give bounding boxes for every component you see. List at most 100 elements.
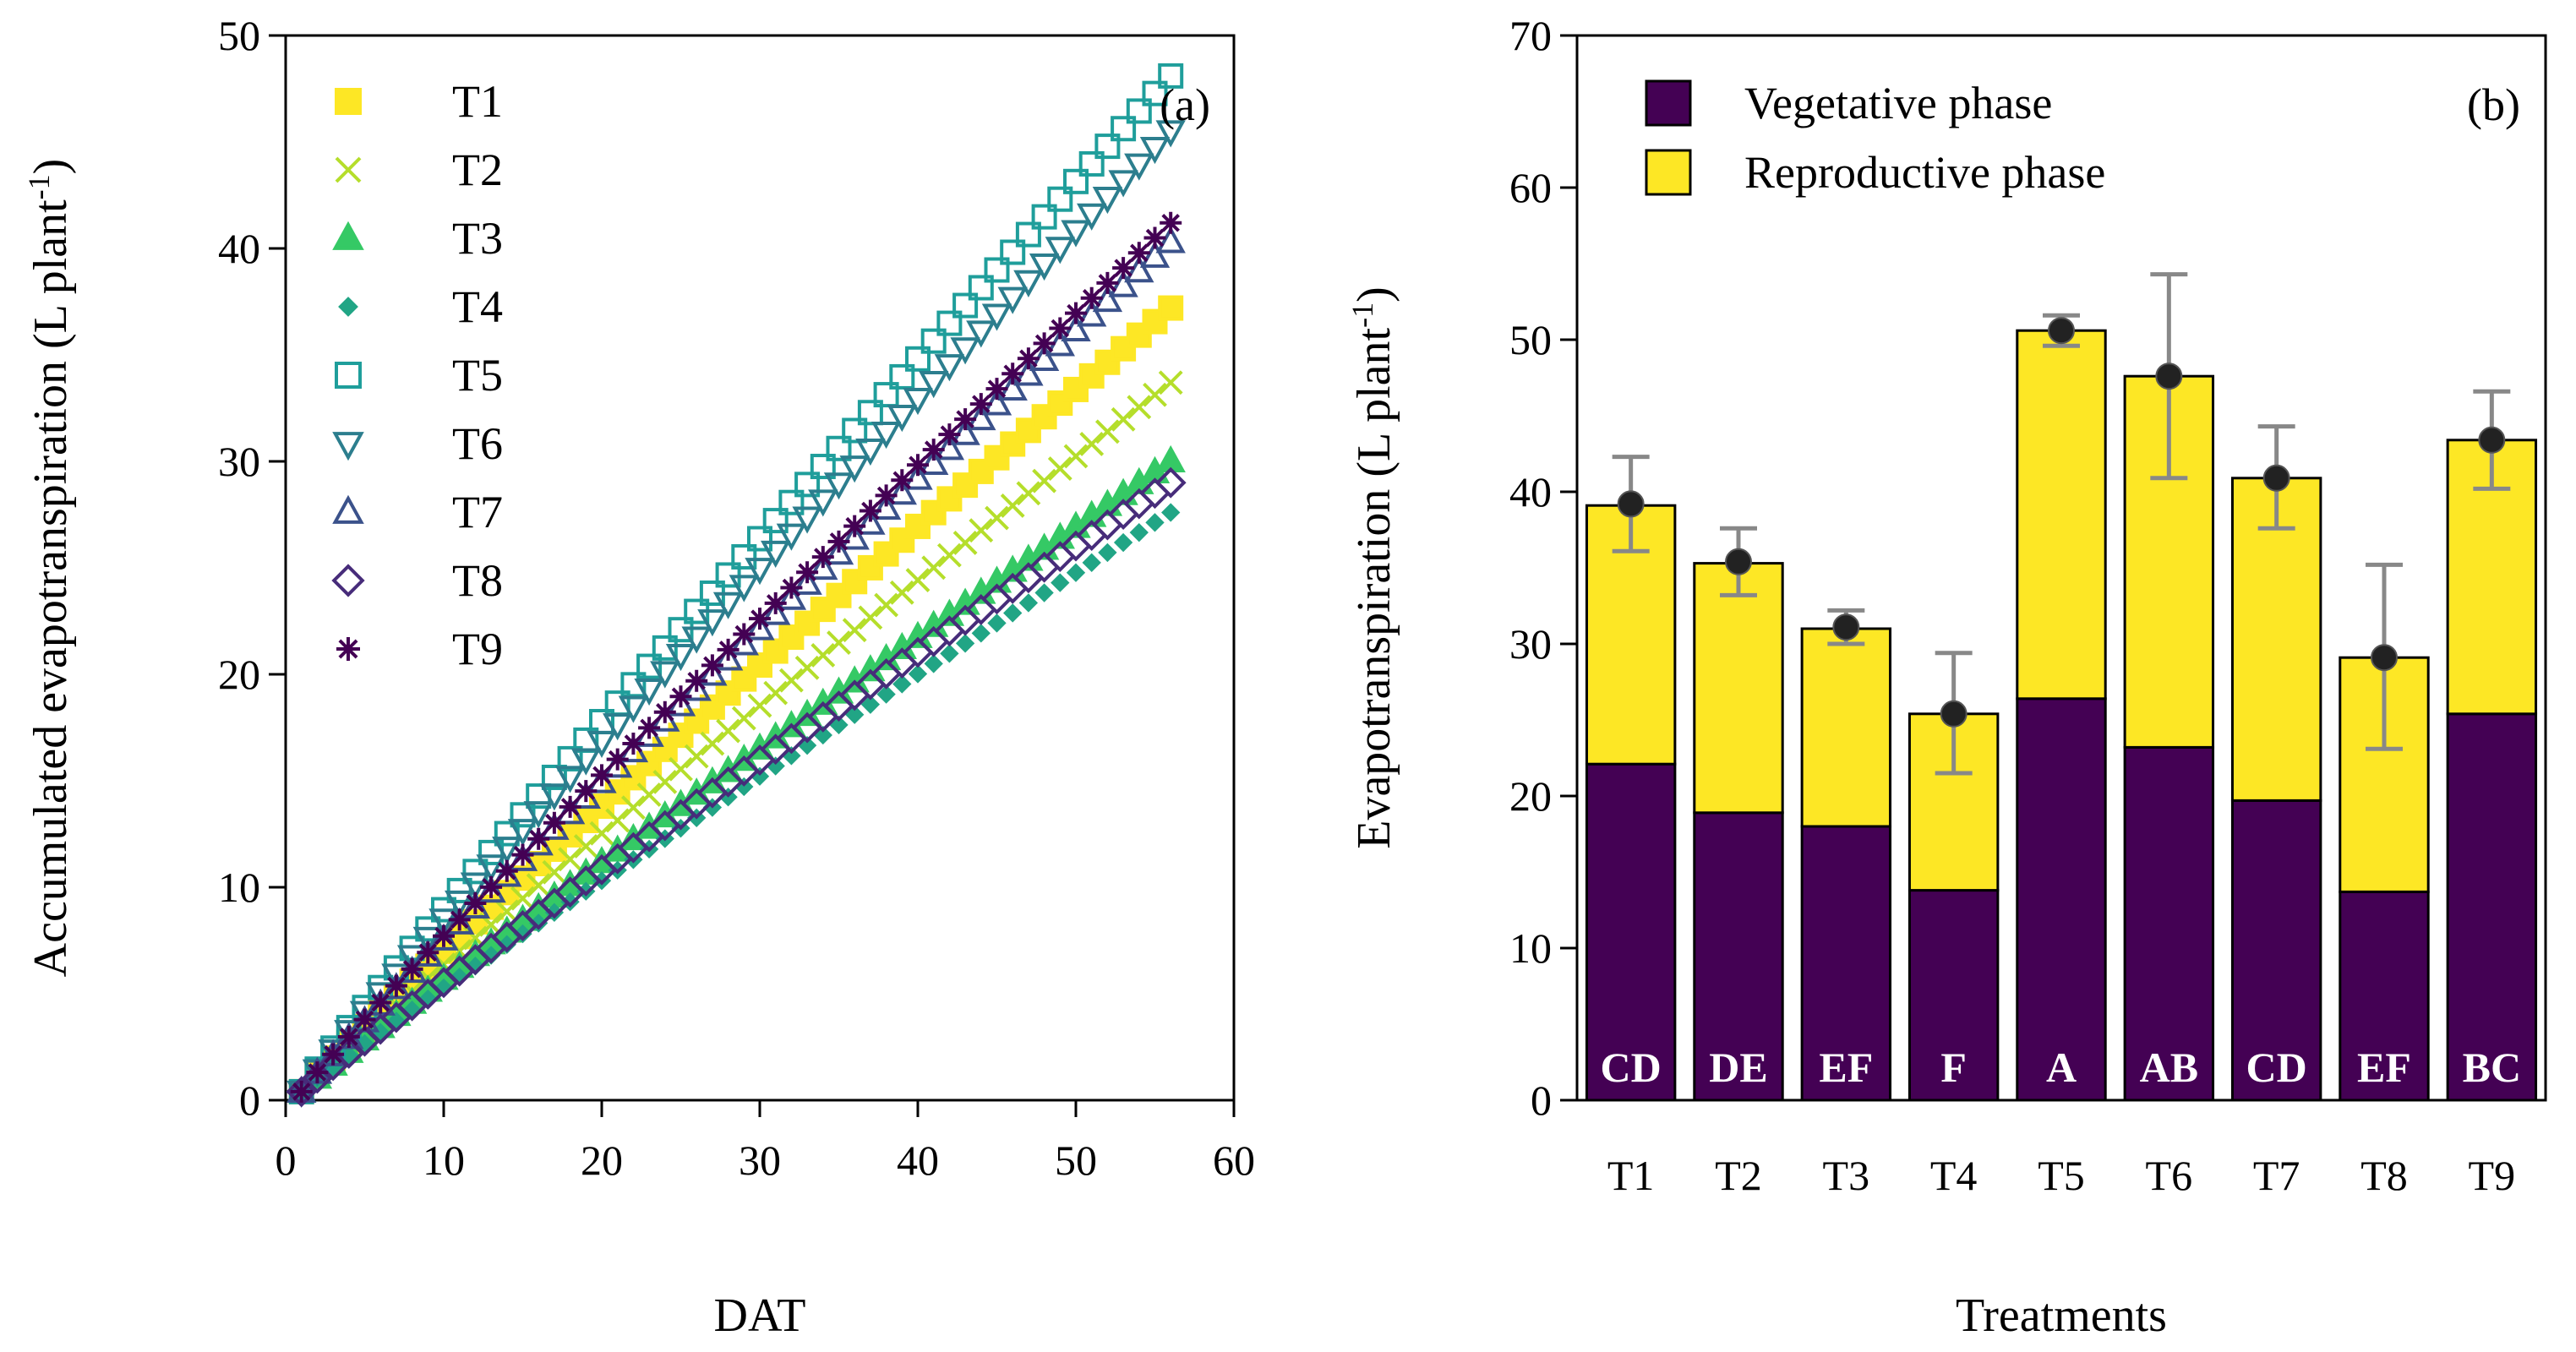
data-point-t2 — [684, 744, 709, 769]
bar-t7-vegetative — [2230, 799, 2322, 1102]
data-point-t6 — [618, 695, 649, 723]
data-point-t9 — [1143, 226, 1166, 249]
data-point-t7 — [776, 582, 807, 610]
data-point-t6 — [950, 337, 980, 365]
data-point-t9 — [827, 530, 850, 553]
panel-b-x-tick-label: T7 — [2253, 1152, 2300, 1199]
data-point-t9 — [1096, 271, 1119, 294]
data-point-t2 — [669, 756, 693, 782]
panel-b-y-axis-title: Evapotranspiration (L plant-1) — [1345, 286, 1400, 849]
data-point-t6 — [1155, 120, 1186, 148]
data-point-t5 — [557, 745, 583, 771]
data-point-t9 — [843, 515, 866, 537]
significance-letter: EF — [2357, 1044, 2411, 1091]
data-point-t6 — [697, 609, 728, 637]
data-point-t2 — [969, 518, 994, 543]
data-point-t1 — [920, 499, 947, 526]
data-point-t5 — [1047, 186, 1073, 212]
mean-point — [1617, 490, 1645, 518]
data-point-t5 — [905, 346, 931, 372]
data-point-t6 — [570, 748, 601, 776]
data-point-t2 — [905, 568, 931, 592]
data-point-t5 — [810, 454, 836, 480]
data-point-t1 — [810, 597, 836, 623]
data-point-t4 — [908, 664, 928, 684]
data-point-t6 — [934, 354, 965, 382]
data-point-t5 — [636, 653, 663, 679]
data-point-t6 — [1077, 203, 1107, 231]
data-point-t2 — [763, 680, 789, 706]
data-point-t6 — [839, 455, 870, 483]
data-point-t7 — [1139, 240, 1171, 268]
data-point-t5 — [889, 363, 915, 390]
data-point-t6 — [903, 388, 933, 416]
data-point-t6 — [729, 575, 759, 602]
panel-a-y-tick-label: 50 — [218, 12, 260, 59]
panel-b-x-tick-label: T3 — [1823, 1152, 1870, 1199]
data-point-t2 — [874, 592, 899, 618]
legend-marker-t6 — [332, 432, 364, 461]
legend-marker-t2 — [335, 156, 362, 183]
data-point-t2 — [605, 808, 630, 833]
panel-b-x-tick-label: T6 — [2146, 1152, 2193, 1199]
panel-a-y-tick-label: 10 — [218, 864, 260, 911]
data-point-t2 — [794, 655, 820, 680]
data-point-t9 — [954, 408, 977, 431]
data-point-t1 — [1047, 390, 1073, 417]
data-point-t6 — [603, 713, 633, 741]
panel-a-legend: T1 T2 T3 T4 T5 T6 T7 T8 T9 — [331, 76, 503, 674]
data-point-t7 — [445, 907, 475, 935]
data-point-t5 — [1126, 98, 1152, 124]
mean-point — [2155, 363, 2183, 390]
data-point-t6 — [1124, 153, 1154, 181]
data-point-t5 — [826, 435, 852, 461]
significance-letter: DE — [1709, 1044, 1767, 1091]
data-point-t7 — [1155, 226, 1186, 254]
data-point-t5 — [652, 635, 678, 661]
data-point-t4 — [1066, 563, 1086, 582]
data-point-t9 — [733, 623, 756, 646]
legend-marker-t3 — [332, 221, 364, 250]
data-point-t9 — [1017, 347, 1040, 370]
data-point-t9 — [464, 892, 487, 915]
significance-letter: F — [1940, 1044, 1967, 1091]
panel-a-x-tick-label: 40 — [897, 1137, 939, 1184]
data-point-t9 — [764, 592, 787, 614]
data-point-t6 — [997, 286, 1028, 314]
data-point-t2 — [1158, 370, 1183, 395]
data-point-t9 — [796, 561, 819, 584]
panel-a-y-axis: 0 10 20 30 40 50 — [218, 12, 286, 1124]
panel-a-x-axis: 0 10 20 30 40 50 60 — [276, 1100, 1255, 1184]
data-point-t9 — [448, 908, 471, 931]
data-point-t2 — [842, 618, 867, 643]
data-point-t9 — [717, 638, 740, 661]
data-point-t5 — [952, 292, 979, 319]
data-point-t4 — [971, 624, 991, 643]
data-point-t9 — [543, 811, 565, 834]
data-point-t9 — [322, 1043, 345, 1066]
data-point-t6 — [919, 371, 949, 399]
data-point-t9 — [290, 1080, 313, 1103]
data-point-t7 — [476, 875, 506, 903]
data-point-t9 — [685, 669, 708, 692]
data-point-t9 — [969, 393, 992, 416]
data-point-t9 — [891, 469, 914, 492]
panel-b-y-tick-label: 40 — [1509, 468, 1552, 515]
panel-a-y-tick-label: 0 — [239, 1077, 260, 1124]
data-point-t9 — [1065, 302, 1087, 324]
panel-b-x-tick-label: T5 — [2038, 1152, 2085, 1199]
data-point-t7 — [903, 462, 933, 490]
data-point-t4 — [924, 654, 943, 673]
data-point-t8 — [1154, 466, 1187, 499]
data-point-t4 — [1082, 553, 1101, 572]
data-point-t6 — [870, 421, 902, 450]
legend-label-t6: T6 — [452, 418, 503, 469]
data-point-t7 — [1124, 255, 1154, 283]
data-point-t2 — [985, 505, 1009, 531]
panel-b-x-tick-label: T8 — [2360, 1152, 2408, 1199]
data-point-t2 — [1094, 419, 1120, 444]
panel-b-error-bars — [1612, 272, 2511, 776]
data-point-t6 — [412, 926, 443, 954]
data-point-t5 — [1142, 80, 1168, 106]
data-point-t6 — [634, 678, 664, 706]
